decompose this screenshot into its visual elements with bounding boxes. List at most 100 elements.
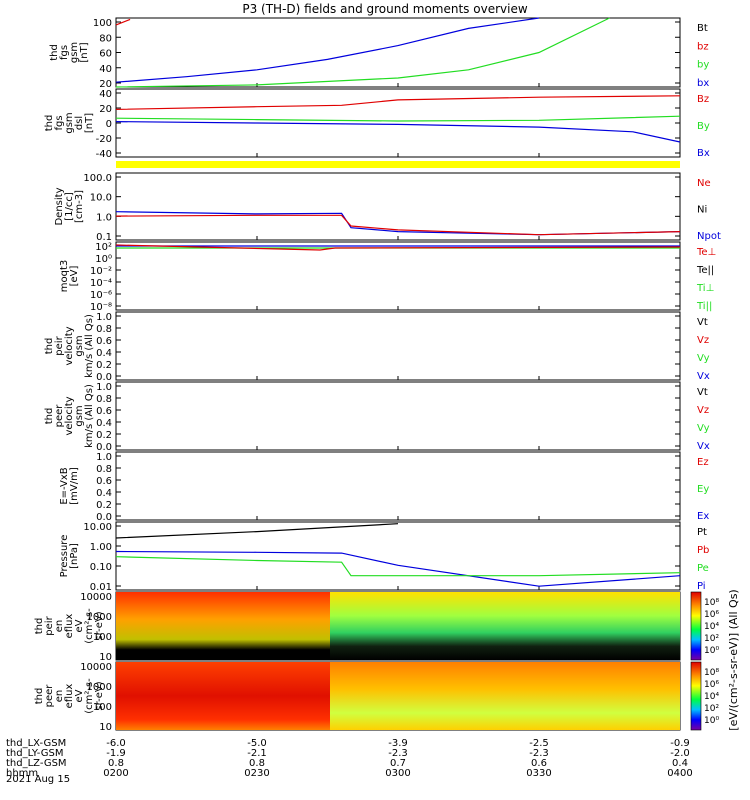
legend-peer_v: Vz [697,405,709,416]
colorbar-tick: 10⁸ [704,598,719,608]
ytick-fgs_dsl: 0 [106,119,112,130]
ytick-fgs: 40 [99,64,112,75]
ytick-fgs_dsl: -20 [96,134,112,145]
colorbar-tick: 10⁸ [704,668,719,678]
panel-frame-peir_v [115,311,681,381]
xaxis-value: -5.0 [247,738,267,749]
ytick-pressure: 0.01 [90,582,112,593]
ylabel-fgs_dsl: dsl [74,116,85,130]
ylabel-peir_v: velocity [64,326,75,365]
ytick-peir_v: 0.2 [96,360,112,371]
xaxis-value: 0.8 [108,758,124,769]
ylabel-peer_en: eflux [64,684,75,709]
series-line-Ne [115,214,681,236]
yellow-bar [116,161,680,168]
legend-peir_v: Vt [697,317,708,328]
ylabel-density: Density [54,187,65,225]
xaxis-value: -1.9 [106,748,126,759]
colorbar-tick: 10⁶ [704,610,719,620]
ytick-temp: 10⁰ [95,254,112,265]
panel-frame-fgs [115,17,681,88]
legend-peer_v: Vy [697,423,710,434]
legend-efield: Ez [697,457,709,468]
xaxis-value: 0.7 [390,758,406,769]
ytick-peer_v: 0.2 [96,430,112,441]
ylabel-fgs: fgs [59,45,70,60]
colorbar-tick: 10⁴ [704,622,719,632]
legend-peir_v: Vz [697,335,709,346]
legend-peer_v: Vx [697,441,710,452]
legend-pressure: Pt [697,527,707,538]
ylabel-peer_en: peer [44,684,55,708]
xaxis-value: -3.9 [388,738,408,749]
ylabel-peer_en: sr-eV) [94,681,105,710]
ytick-temp: 10⁻⁶ [90,290,112,301]
ylabel-fgs_dsl: fgs [54,115,65,130]
xaxis-value: -2.1 [247,748,267,759]
series-line-bx [115,17,540,83]
legend-pressure: Pb [697,545,709,556]
ylabel-peir_v: gsm [74,335,85,356]
ylabel-efield: E=-VxB [59,467,70,504]
ylabel-peer_v: gsm [74,405,85,426]
ytick-peir_en: 10000 [80,592,112,603]
ylabel-temp: [eV] [69,266,80,287]
series-line-Bz [115,95,681,110]
xaxis-row-label: thd_LX-GSM [6,738,66,749]
ytick-fgs: 20 [99,79,112,90]
ylabel-peer_en: en [54,690,65,703]
series-line-Pt [115,523,399,539]
ytick-peer_v: 1.0 [96,382,112,393]
ylabel-fgs_dsl: [nT] [84,113,95,133]
xaxis-row-label: thd_LZ-GSM [6,758,67,769]
xaxis-value: 0.8 [249,758,265,769]
ylabel-pressure: Pressure [59,535,70,578]
ytick-efield: 0.0 [96,512,112,523]
legend-efield: Ey [697,484,709,495]
peer-spectrogram [116,662,680,730]
xaxis-value: 0200 [103,768,128,779]
temp-line-red [115,244,681,251]
chart-title: P3 (TH-D) fields and ground moments over… [242,2,527,16]
ytick-temp: 10⁻² [90,266,112,277]
ytick-peir_v: 0.0 [96,372,112,383]
ylabel-fgs: gsm [69,42,80,63]
colorbar-tick: 10⁴ [704,692,719,702]
ylabel-fgs: [nT] [79,42,90,62]
ytick-temp: 10⁻⁴ [90,278,112,289]
ylabel-peer_v: peer [54,404,65,428]
ylabel-peir_v: km/s (All Qs) [84,314,95,378]
series-line-Pi [115,550,681,587]
ytick-peer_en: 100 [93,702,112,713]
legend-fgs: Bt [697,23,708,34]
ylabel-peer_en: eV [74,689,85,702]
ylabel-peer_v: velocity [64,396,75,435]
xaxis-value: 0230 [244,768,269,779]
ytick-fgs_dsl: 20 [99,104,112,115]
legend-fgs_dsl: Bx [697,148,710,159]
colorbar-tick: 10⁰ [704,646,719,656]
panel-frame-efield [115,451,681,521]
ytick-temp: 10⁻⁸ [90,302,112,313]
legend-temp: Ti⊥ [696,283,714,294]
ytick-peer_v: 0.4 [96,418,112,429]
ylabel-peir_en: en [54,620,65,633]
x-date: 2021 Aug 15 [6,774,70,785]
xaxis-value: 0330 [526,768,551,779]
ylabel-peir_en: thd [34,618,45,635]
ylabel-peir_en: peir [44,615,55,635]
ytick-peir_en: 1000 [87,612,112,623]
ylabel-peir_v: thd [44,338,55,355]
legend-fgs_dsl: By [697,121,710,132]
legend-fgs: by [697,60,709,71]
ylabel-peer_v: thd [44,408,55,425]
xaxis-row-label: hhmm [6,768,38,779]
xaxis-value: 0300 [385,768,410,779]
legend-fgs: bx [697,78,709,89]
legend-density: Ni [697,205,707,216]
legend-density: Ne [697,178,711,189]
ytick-efield: 0.6 [96,476,112,487]
xaxis-value: -0.9 [670,738,690,749]
ylabel-fgs: thd [49,44,60,61]
ytick-peer_v: 0.8 [96,394,112,405]
